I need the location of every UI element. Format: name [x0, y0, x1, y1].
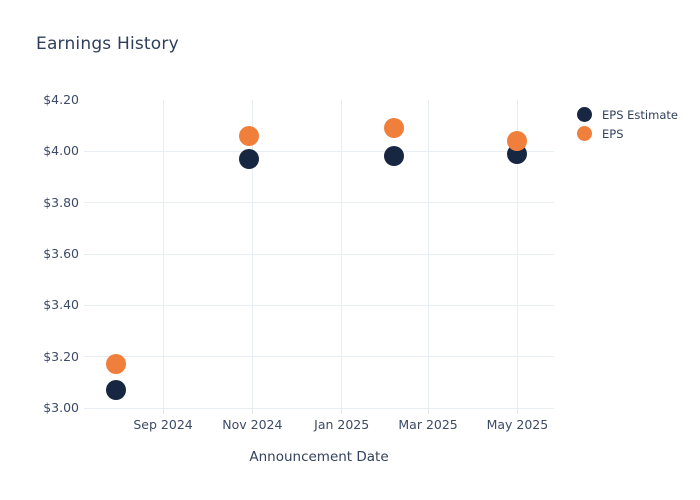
point-eps[interactable]: [507, 131, 528, 152]
y-tick-label: $3.60: [43, 246, 79, 261]
x-tick-mark: [341, 408, 343, 414]
chart-title: Earnings History: [36, 34, 179, 54]
legend-item-eps-estimate[interactable]: EPS Estimate: [577, 105, 678, 124]
y-gridline: [84, 253, 554, 255]
point-eps-estimate[interactable]: [239, 149, 260, 170]
eps-estimate-swatch-icon: [577, 107, 592, 122]
x-gridline: [251, 100, 253, 408]
y-tick-label: $3.40: [43, 297, 79, 313]
point-eps-estimate[interactable]: [384, 146, 405, 167]
point-eps-estimate[interactable]: [106, 380, 127, 401]
legend-label-eps: EPS: [602, 126, 624, 141]
x-tick-mark: [162, 408, 164, 414]
point-eps[interactable]: [384, 118, 405, 139]
y-tick-label: $3.20: [43, 348, 79, 364]
x-gridline: [162, 100, 164, 408]
y-tick-label: $3.00: [43, 400, 79, 415]
x-tick-label: Jan 2025: [314, 417, 370, 432]
x-tick-label: Nov 2024: [222, 417, 283, 432]
x-gridline: [516, 100, 518, 408]
y-tick-label: $4.20: [43, 92, 79, 107]
x-tick-label: Mar 2025: [398, 417, 458, 432]
point-eps[interactable]: [239, 125, 260, 146]
x-gridline: [427, 100, 429, 408]
legend-item-eps[interactable]: EPS: [577, 124, 678, 143]
eps-swatch-icon: [577, 126, 592, 141]
legend-label-eps-estimate: EPS Estimate: [602, 107, 678, 122]
x-tick-label: Sep 2024: [133, 417, 193, 432]
x-tick-label: May 2025: [486, 417, 549, 432]
y-gridline: [84, 202, 554, 204]
y-gridline: [84, 356, 554, 358]
x-axis-title: Announcement Date: [249, 449, 389, 465]
y-gridline: [84, 150, 554, 152]
point-eps[interactable]: [106, 354, 127, 375]
legend: EPS Estimate EPS: [577, 105, 678, 143]
y-gridline: [84, 407, 554, 409]
y-tick-label: $3.80: [43, 194, 79, 210]
x-tick-mark: [251, 408, 253, 414]
x-tick-mark: [427, 408, 429, 414]
y-gridline: [84, 304, 554, 306]
x-tick-mark: [516, 408, 518, 414]
x-gridline: [341, 100, 343, 408]
y-tick-label: $4.00: [43, 143, 79, 159]
